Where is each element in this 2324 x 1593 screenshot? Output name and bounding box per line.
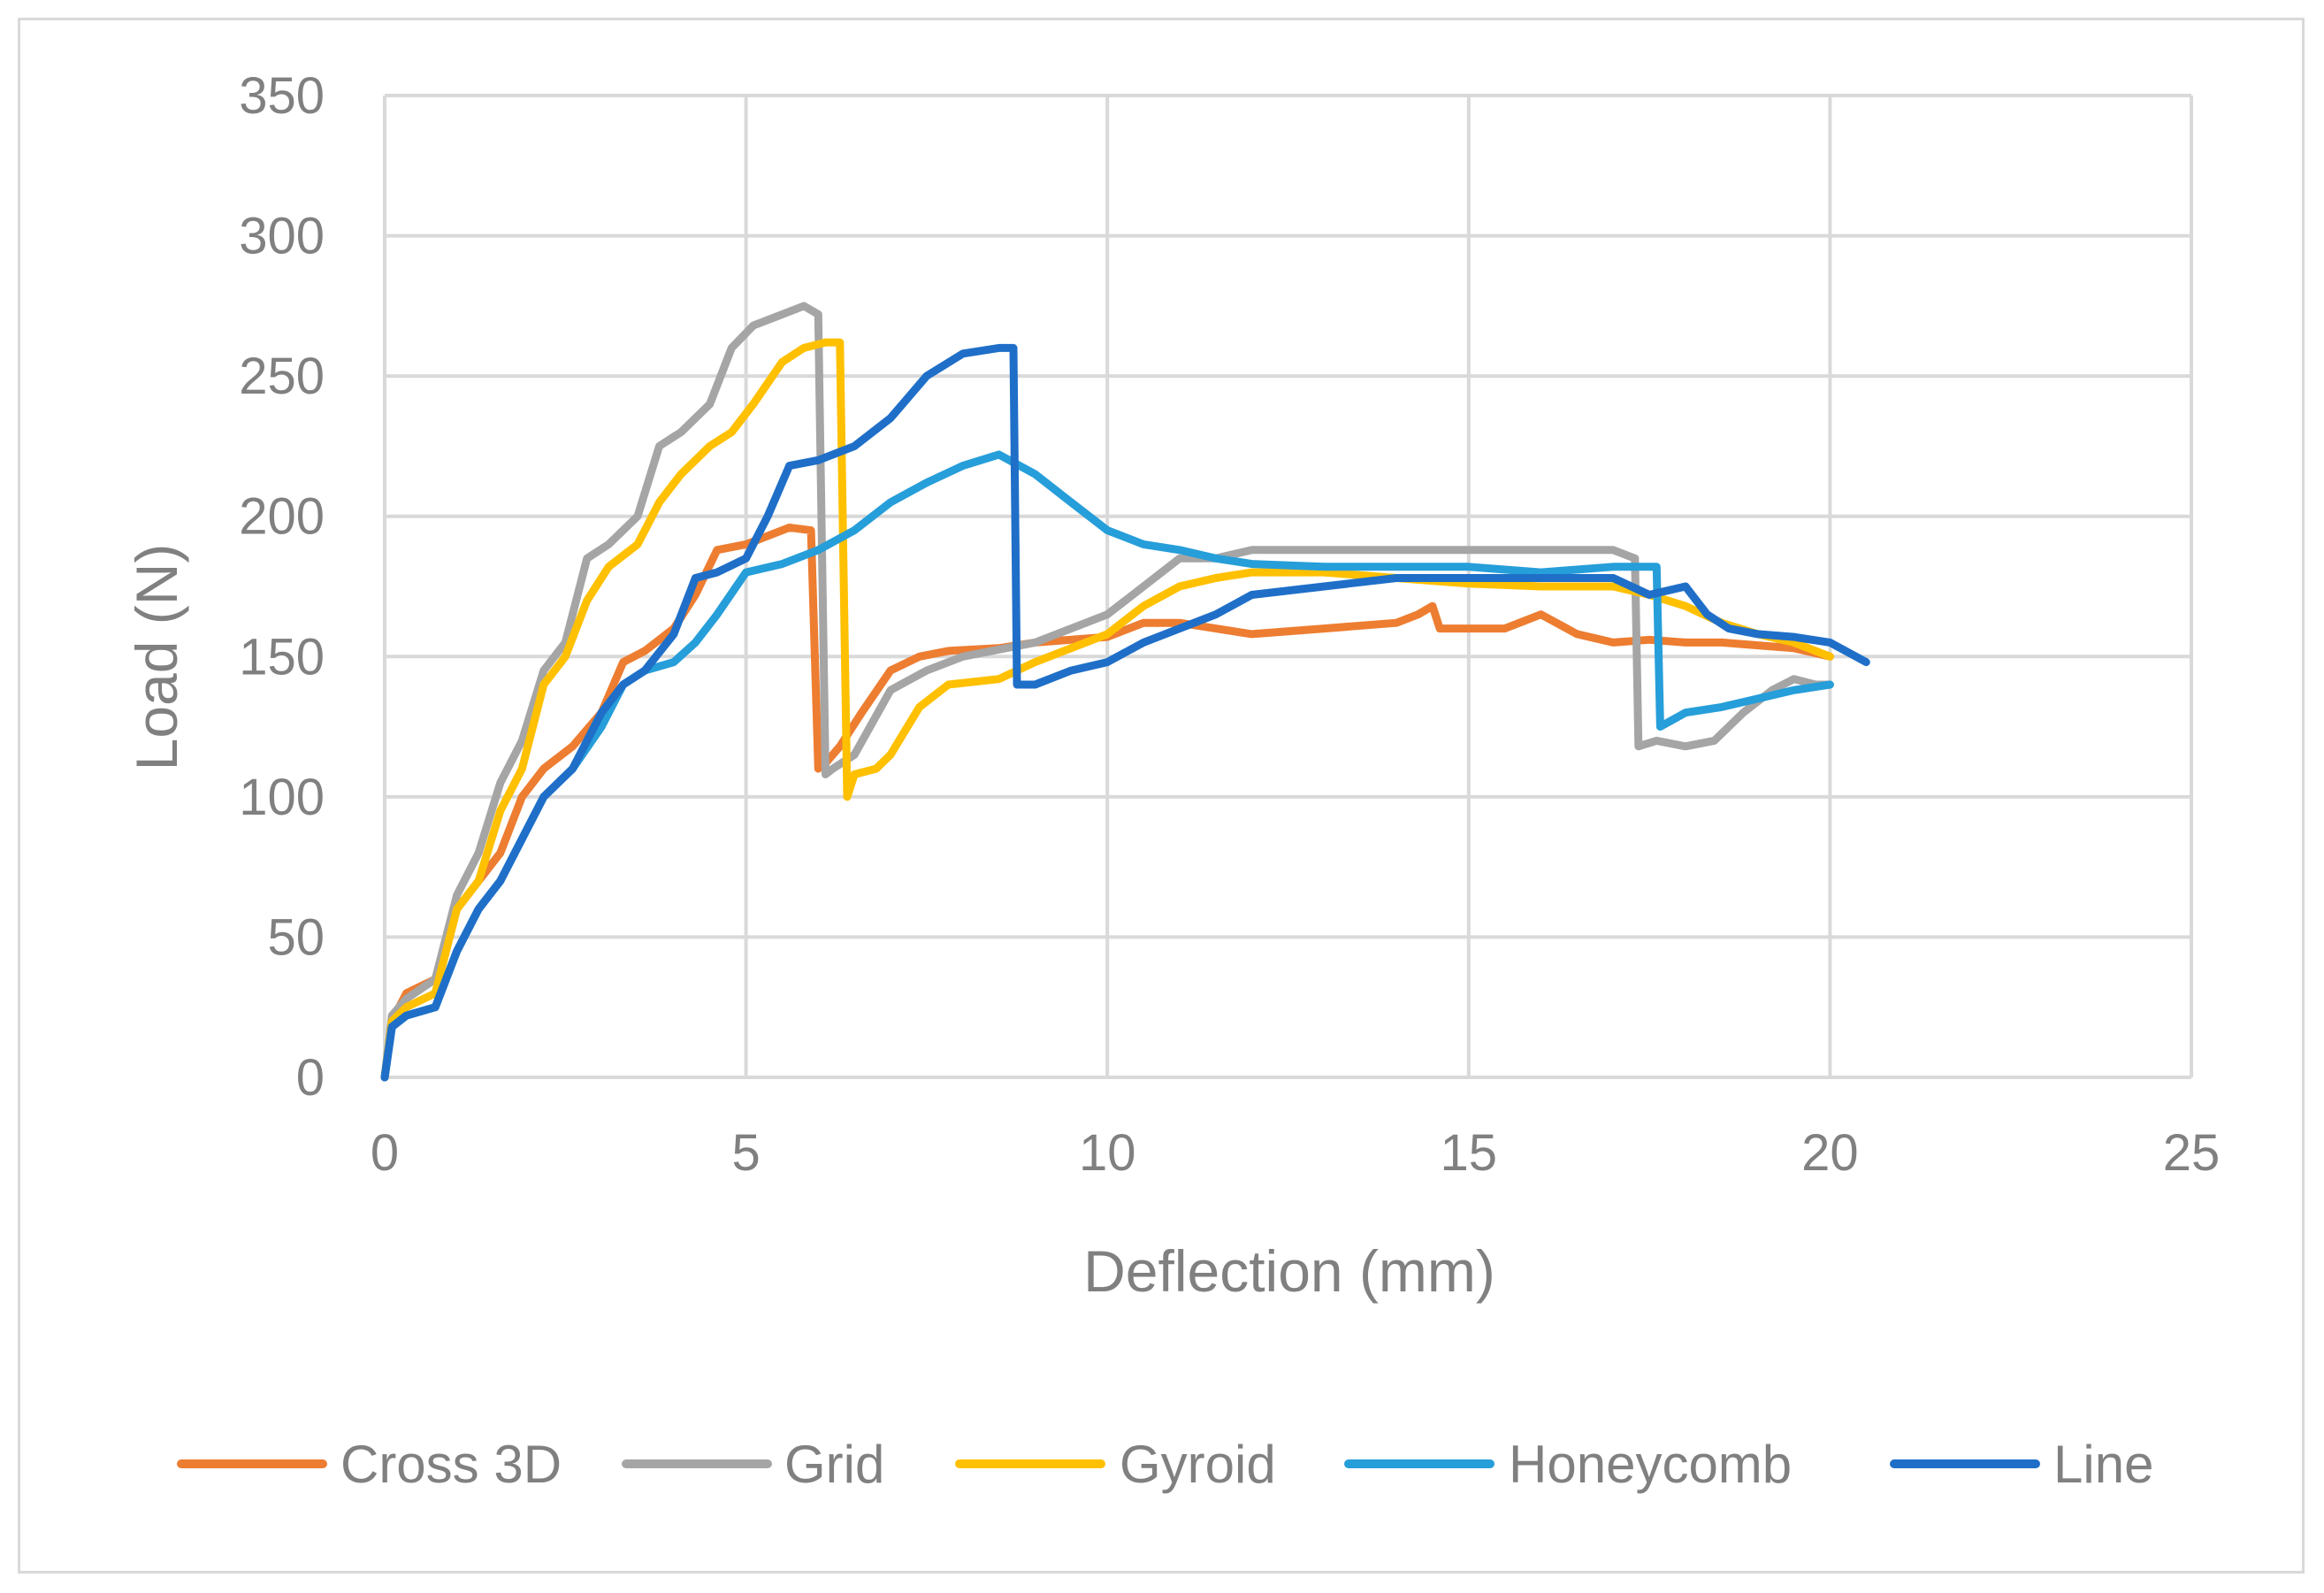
legend-label-cross-3d: Cross 3D xyxy=(340,1435,562,1494)
legend-label-gyroid: Gyroid xyxy=(1120,1435,1276,1494)
gridlines xyxy=(383,94,2193,1079)
y-tick-label: 350 xyxy=(239,67,325,125)
y-axis-title: Load (N) xyxy=(124,544,189,771)
legend: Cross 3D Grid Gyroid Honeycomb Line xyxy=(177,1435,2153,1494)
x-tick-label: 10 xyxy=(1079,1124,1136,1182)
legend-label-line: Line xyxy=(2053,1435,2153,1494)
legend-label-grid: Grid xyxy=(784,1435,884,1494)
series-line-line xyxy=(380,343,1870,1082)
x-axis-title: Deflection (mm) xyxy=(1083,1238,1495,1304)
series-line-grid xyxy=(380,302,1834,1082)
x-tick-label: 25 xyxy=(2163,1124,2221,1182)
y-tick-label: 100 xyxy=(239,769,325,826)
y-tick-label: 300 xyxy=(239,208,325,265)
y-tick-label: 150 xyxy=(239,628,325,685)
x-tick-label: 0 xyxy=(371,1124,399,1182)
series-line-cross-3d xyxy=(380,523,1834,1082)
y-tick-label: 0 xyxy=(296,1049,325,1107)
tick-labels: 0 50 100 150 200 250 300 350 0 5 10 15 20 25 xyxy=(239,67,2220,1182)
legend-label-honeycomb: Honeycomb xyxy=(1509,1435,1792,1494)
y-tick-label: 200 xyxy=(239,488,325,546)
chart-frame xyxy=(18,18,2305,1574)
series-lines xyxy=(380,302,1870,1082)
x-tick-label: 15 xyxy=(1441,1124,1498,1182)
y-tick-label: 50 xyxy=(267,908,325,966)
series-line-gyroid xyxy=(380,338,1834,1082)
y-tick-label: 250 xyxy=(239,348,325,405)
x-tick-label: 5 xyxy=(731,1124,760,1182)
x-tick-label: 20 xyxy=(1801,1124,1859,1182)
